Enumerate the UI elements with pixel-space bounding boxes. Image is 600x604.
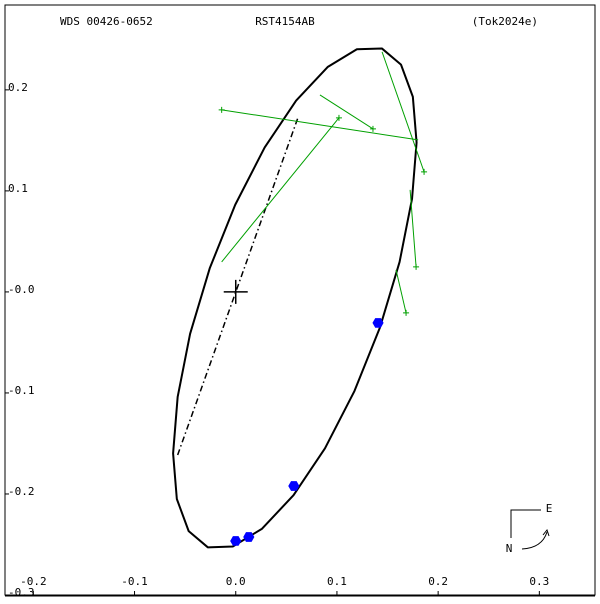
identifier: WDS 00426-0652 bbox=[60, 15, 153, 28]
observation bbox=[421, 168, 428, 175]
y-tick-label: 0.2 bbox=[8, 81, 28, 94]
measurement bbox=[230, 536, 242, 546]
chart-title: RST4154AB bbox=[255, 15, 315, 28]
measurement bbox=[243, 532, 255, 542]
compass-arrowhead bbox=[542, 528, 550, 537]
compass-arrow bbox=[521, 531, 548, 550]
compass: E N bbox=[506, 502, 553, 555]
residual bbox=[221, 117, 340, 263]
node-line bbox=[176, 117, 299, 456]
primary-star bbox=[223, 279, 248, 304]
observation bbox=[335, 114, 342, 121]
residual bbox=[381, 51, 425, 173]
observation bbox=[413, 263, 420, 270]
x-tick-label: 0.2 bbox=[428, 575, 448, 588]
y-tick-label: 0.1 bbox=[8, 182, 28, 195]
compass-north: N bbox=[506, 542, 513, 555]
x-tick-label: 0.1 bbox=[327, 575, 347, 588]
residual bbox=[395, 269, 407, 314]
y-tick-label: -0.3 bbox=[8, 586, 35, 599]
compass-axes bbox=[510, 509, 541, 538]
x-tick-label: 0.0 bbox=[226, 575, 246, 588]
residual bbox=[319, 94, 374, 130]
measurement bbox=[288, 481, 300, 491]
reference: (Tok2024e) bbox=[472, 15, 538, 28]
residual bbox=[409, 189, 417, 267]
frame bbox=[4, 4, 596, 596]
measurement bbox=[372, 318, 384, 328]
observation bbox=[218, 106, 225, 113]
x-tick-label: -0.2 bbox=[20, 575, 47, 588]
residual bbox=[221, 109, 419, 141]
x-tick-label: -0.1 bbox=[121, 575, 148, 588]
y-tick-label: -0.1 bbox=[8, 384, 35, 397]
observation bbox=[369, 125, 376, 132]
y-tick-label: -0.0 bbox=[8, 283, 35, 296]
orbit bbox=[172, 47, 418, 549]
observation bbox=[403, 309, 410, 316]
compass-east: E bbox=[546, 502, 553, 515]
y-tick-label: -0.2 bbox=[8, 485, 35, 498]
x-tick-label: 0.3 bbox=[529, 575, 549, 588]
